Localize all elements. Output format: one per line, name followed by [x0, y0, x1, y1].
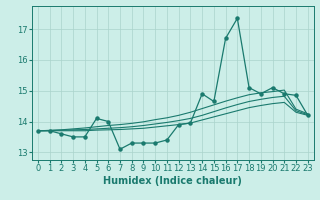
X-axis label: Humidex (Indice chaleur): Humidex (Indice chaleur) [103, 176, 242, 186]
